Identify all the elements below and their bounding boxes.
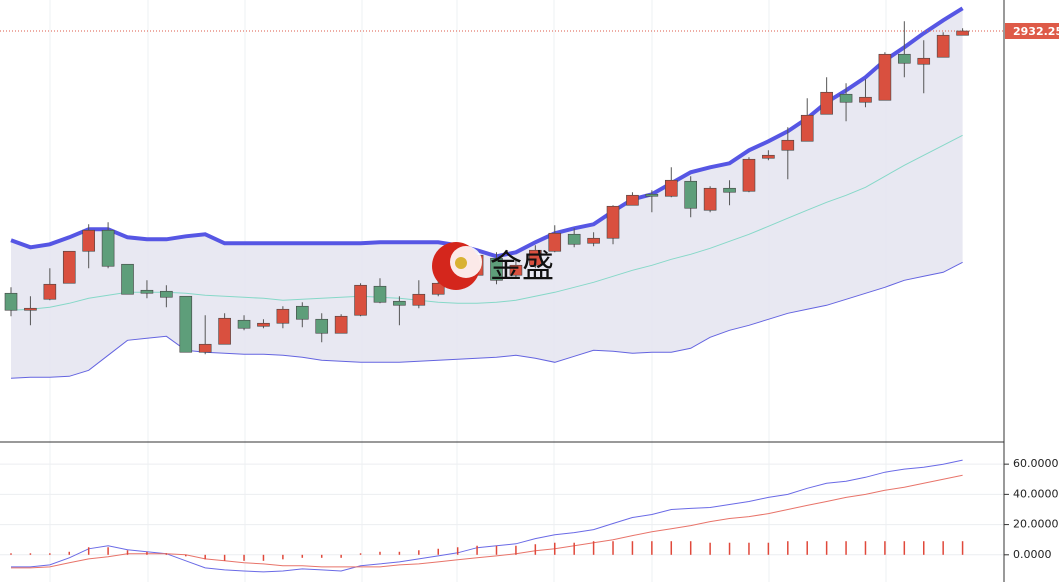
candle-body — [936, 34, 950, 58]
candle-body — [781, 139, 795, 151]
band-area — [11, 8, 963, 379]
candle-body — [742, 158, 756, 192]
candle-body — [567, 233, 581, 245]
candle-body — [859, 96, 872, 103]
candle-body — [179, 295, 193, 353]
candle-body — [509, 264, 523, 276]
candle-body — [723, 187, 736, 193]
candle-body — [878, 53, 892, 101]
candle-body — [529, 249, 542, 266]
indicator-line — [11, 459, 963, 573]
watermark: 金盛 — [432, 242, 554, 290]
y-tick-label: 60.0000 — [1013, 457, 1059, 470]
candle-body — [101, 229, 115, 267]
candle-body — [257, 322, 270, 327]
candle-body — [295, 305, 309, 320]
candle-body — [664, 179, 678, 197]
candle-body — [4, 292, 18, 311]
candle-body — [334, 315, 348, 334]
y-tick-label: 40.0000 — [1013, 487, 1059, 500]
watermark-text: 金盛 — [490, 247, 554, 285]
candle-body — [431, 282, 445, 295]
candle-body — [121, 263, 134, 295]
candle-body — [373, 285, 387, 303]
candle-body — [490, 257, 503, 281]
candle-body — [82, 229, 95, 252]
candle-body — [393, 300, 406, 306]
logo-dot — [455, 257, 467, 269]
candle-body — [276, 308, 290, 324]
candle-body — [198, 343, 212, 353]
macd-panel — [0, 459, 1004, 573]
candle-body — [645, 193, 659, 197]
candle-body — [703, 187, 717, 211]
price-panel — [0, 6, 1004, 379]
candle-body — [626, 194, 639, 206]
candle-body — [917, 57, 931, 65]
candle-body — [218, 317, 231, 345]
candle-body — [43, 283, 57, 300]
candle-body — [587, 237, 600, 244]
y-tick-label: 0.0000 — [1013, 548, 1052, 561]
candle-body — [160, 290, 173, 298]
candle-body — [315, 318, 329, 334]
candle-body — [956, 30, 969, 36]
candle-body — [898, 53, 911, 64]
candle-body — [606, 205, 620, 239]
candle-body — [762, 154, 775, 159]
candle-body — [140, 289, 154, 294]
band-line — [10, 261, 963, 379]
y-tick-label: 20.0000 — [1013, 518, 1059, 531]
candle-body — [62, 250, 76, 284]
last-price-label: 2932.25 — [1013, 25, 1059, 38]
candle-body — [684, 180, 698, 209]
candle-body — [548, 232, 562, 252]
last-price-box — [1005, 23, 1059, 39]
indicator-line — [11, 474, 963, 569]
candle-body — [820, 91, 833, 115]
candle-body — [839, 93, 853, 103]
candle-body — [412, 293, 426, 306]
axis-labels: 2932.25 60.0000 40.0000 20.0000 0.0000 — [1004, 23, 1059, 561]
candle-body — [24, 307, 37, 311]
candle-body — [354, 284, 367, 316]
candle-body — [237, 319, 251, 329]
candle-body — [800, 114, 814, 142]
